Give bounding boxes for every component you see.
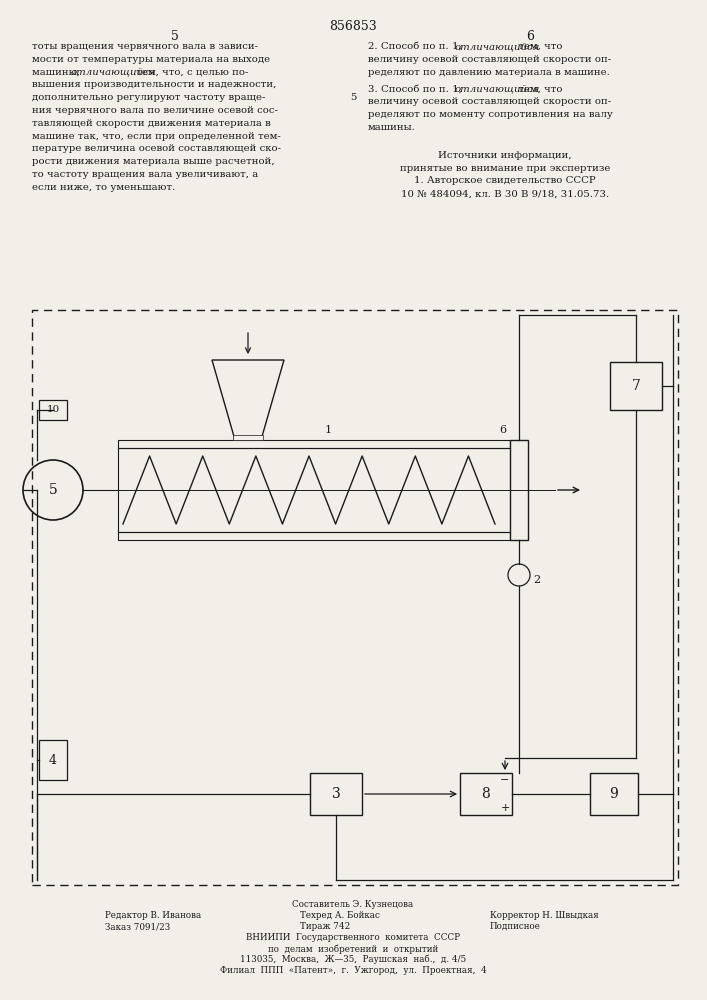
Text: тем, что, с целью по-: тем, что, с целью по- (133, 68, 248, 77)
Text: 6: 6 (499, 425, 506, 435)
Bar (32, 310, 678, 885)
Text: +: + (501, 803, 510, 813)
Text: 856853: 856853 (329, 20, 377, 33)
Text: ределяют по моменту сопротивления на валу: ределяют по моменту сопротивления на вал… (368, 110, 613, 119)
Text: Тираж 742: Тираж 742 (300, 922, 350, 931)
Text: 10: 10 (47, 406, 59, 414)
Text: отличающийся: отличающийся (71, 68, 156, 77)
Text: −: − (501, 775, 510, 785)
Text: 5: 5 (350, 93, 356, 102)
Text: 6: 6 (526, 30, 534, 43)
Text: Корректор Н. Швыдкая: Корректор Н. Швыдкая (490, 911, 599, 920)
Text: 3: 3 (332, 787, 340, 801)
Text: 1: 1 (325, 425, 332, 435)
Text: мости от температуры материала на выходе: мости от температуры материала на выходе (32, 55, 270, 64)
Text: 5: 5 (49, 483, 57, 497)
Text: машины.: машины. (368, 123, 416, 132)
Text: тоты вращения червячного вала в зависи-: тоты вращения червячного вала в зависи- (32, 42, 258, 51)
Text: принятые во внимание при экспертизе: принятые во внимание при экспертизе (400, 164, 610, 173)
Text: рости движения материала выше расчетной,: рости движения материала выше расчетной, (32, 157, 274, 166)
Text: тем, что: тем, что (515, 84, 563, 93)
Text: 2: 2 (533, 575, 540, 585)
Text: тавляющей скорости движения материала в: тавляющей скорости движения материала в (32, 119, 271, 128)
Text: Составитель Э. Кузнецова: Составитель Э. Кузнецова (293, 900, 414, 909)
Text: дополнительно регулируют частоту враще-: дополнительно регулируют частоту враще- (32, 93, 265, 102)
Bar (510, 440, 528, 540)
Bar (118, 532, 510, 540)
Bar (39, 400, 67, 420)
Text: 10 № 484094, кл. В 30 В 9/18, 31.05.73.: 10 № 484094, кл. В 30 В 9/18, 31.05.73. (401, 189, 609, 198)
Text: 4: 4 (49, 754, 57, 766)
Bar (310, 773, 362, 815)
Text: величину осевой составляющей скорости оп-: величину осевой составляющей скорости оп… (368, 97, 611, 106)
Text: 7: 7 (631, 379, 641, 393)
Text: пературе величина осевой составляющей ско-: пературе величина осевой составляющей ск… (32, 144, 281, 153)
Text: ределяют по давлению материала в машине.: ределяют по давлению материала в машине. (368, 68, 610, 77)
Text: то частоту вращения вала увеличивают, а: то частоту вращения вала увеличивают, а (32, 170, 258, 179)
Text: машины,: машины, (32, 68, 83, 77)
Text: если ниже, то уменьшают.: если ниже, то уменьшают. (32, 183, 175, 192)
Text: 1. Авторское свидетельство СССР: 1. Авторское свидетельство СССР (414, 176, 596, 185)
Text: 9: 9 (609, 787, 619, 801)
Text: Филиал  ППП  «Патент»,  г.  Ужгород,  ул.  Проектная,  4: Филиал ППП «Патент», г. Ужгород, ул. Про… (220, 966, 486, 975)
Text: тем, что: тем, что (515, 42, 563, 51)
Text: 3. Способ по п. 1,: 3. Способ по п. 1, (368, 84, 465, 93)
Bar (233, 435, 263, 440)
Text: вышения производительности и надежности,: вышения производительности и надежности, (32, 80, 276, 89)
Bar (460, 773, 512, 815)
Text: 5: 5 (171, 30, 179, 43)
Text: ВНИИПИ  Государственного  комитета  СССР: ВНИИПИ Государственного комитета СССР (246, 933, 460, 942)
Text: Техред А. Бойкас: Техред А. Бойкас (300, 911, 380, 920)
Text: 2. Способ по п. 1,: 2. Способ по п. 1, (368, 42, 465, 51)
Text: Заказ 7091/23: Заказ 7091/23 (105, 922, 170, 931)
Text: Редактор В. Иванова: Редактор В. Иванова (105, 911, 201, 920)
Text: по  делам  изобретений  и  открытий: по делам изобретений и открытий (268, 944, 438, 954)
Bar (39, 740, 67, 780)
Bar (590, 773, 638, 815)
Text: 8: 8 (481, 787, 491, 801)
Text: Источники информации,: Источники информации, (438, 151, 572, 160)
Text: 113035,  Москва,  Ж—35,  Раушская  наб.,  д. 4/5: 113035, Москва, Ж—35, Раушская наб., д. … (240, 955, 466, 964)
Text: величину осевой составляющей скорости оп-: величину осевой составляющей скорости оп… (368, 55, 611, 64)
Bar (118, 440, 510, 448)
Bar (610, 362, 662, 410)
Text: отличающийся: отличающийся (455, 84, 540, 93)
Text: машине так, что, если при определенной тем-: машине так, что, если при определенной т… (32, 132, 281, 141)
Text: отличающийся: отличающийся (455, 42, 540, 51)
Text: Подписное: Подписное (490, 922, 541, 931)
Text: ния червячного вала по величине осевой сос-: ния червячного вала по величине осевой с… (32, 106, 278, 115)
